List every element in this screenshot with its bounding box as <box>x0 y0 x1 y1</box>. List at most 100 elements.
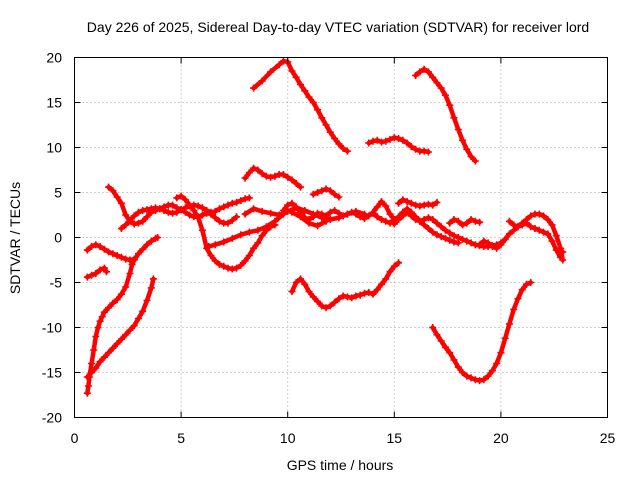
y-tick-label: -15 <box>42 365 62 381</box>
data-point <box>117 253 125 261</box>
data-point <box>271 217 279 225</box>
series-arc-21 <box>446 216 484 229</box>
data-point <box>177 206 185 214</box>
data-point <box>194 202 202 210</box>
data-point <box>510 221 518 229</box>
data-point <box>433 231 441 239</box>
data-point <box>446 349 454 357</box>
y-tick-label: 0 <box>54 230 62 246</box>
data-point <box>237 197 245 205</box>
data-point <box>267 68 275 76</box>
data-point <box>552 232 560 240</box>
y-tick-label: -20 <box>42 410 62 426</box>
data-point <box>117 199 125 207</box>
data-point <box>109 187 117 195</box>
data-point <box>169 201 177 209</box>
data-point <box>250 244 258 252</box>
data-point <box>130 255 138 263</box>
data-point <box>552 246 560 254</box>
x-tick-label: 0 <box>71 430 79 446</box>
y-tick-label: 15 <box>46 95 62 111</box>
data-point <box>407 199 415 207</box>
data-point <box>100 264 108 272</box>
chart-title: Day 226 of 2025, Sidereal Day-to-day VTE… <box>87 19 589 35</box>
data-point <box>245 228 253 236</box>
data-point <box>467 216 475 223</box>
data-point <box>484 239 492 247</box>
data-point <box>245 169 253 177</box>
data-point <box>331 135 339 142</box>
data-point <box>382 275 390 283</box>
y-tick-label: 10 <box>46 140 62 156</box>
data-point <box>301 207 309 214</box>
data-point <box>429 324 437 331</box>
data-point <box>296 208 304 216</box>
data-point <box>309 190 317 198</box>
data-point <box>92 270 100 277</box>
data-point <box>143 206 151 214</box>
data-point <box>88 360 96 367</box>
data-point <box>88 369 96 376</box>
data-point <box>224 219 232 227</box>
data-point <box>301 87 309 95</box>
data-point <box>412 201 420 209</box>
data-point <box>403 139 411 147</box>
data-point <box>437 223 445 231</box>
data-point <box>399 196 407 204</box>
data-point <box>548 221 556 229</box>
data-point <box>424 200 432 208</box>
x-tick-label: 15 <box>387 430 403 446</box>
data-point <box>352 210 360 218</box>
data-point <box>467 153 475 160</box>
data-point <box>186 211 194 219</box>
data-point <box>335 140 343 148</box>
data-point <box>262 172 270 180</box>
data-point <box>267 209 275 217</box>
data-point <box>527 212 535 220</box>
series-arc-10 <box>241 164 304 191</box>
data-point <box>463 219 471 227</box>
x-tick-labels: 0 5 10 15 20 25 <box>71 430 616 446</box>
data-point <box>365 139 373 147</box>
data-point <box>122 211 130 219</box>
data-point <box>279 171 287 178</box>
data-point <box>105 349 113 357</box>
data-point <box>514 223 522 231</box>
data-point <box>318 114 326 122</box>
data-point <box>220 238 228 246</box>
data-point <box>429 201 437 209</box>
data-point <box>88 243 96 250</box>
data-point <box>326 216 334 223</box>
data-point <box>122 255 130 263</box>
data-point <box>463 372 471 380</box>
data-point <box>258 232 266 240</box>
x-tick-label: 25 <box>600 430 616 446</box>
data-point <box>292 279 300 286</box>
data-point <box>412 216 420 223</box>
data-point <box>544 216 552 223</box>
data-point <box>326 208 334 216</box>
data-point <box>207 252 215 259</box>
data-point <box>139 245 147 253</box>
data-point <box>113 340 121 348</box>
data-point <box>390 134 398 142</box>
data-point <box>433 198 441 206</box>
data-point <box>501 235 509 243</box>
data-point <box>245 194 253 202</box>
data-point <box>433 79 441 87</box>
data-point <box>450 216 458 223</box>
data-point <box>92 333 100 340</box>
data-point <box>557 244 565 252</box>
data-point <box>395 135 403 142</box>
data-point <box>412 72 420 79</box>
data-point <box>113 252 121 259</box>
data-point <box>92 241 100 249</box>
data-point <box>215 205 223 213</box>
data-point <box>233 198 241 206</box>
data-point <box>102 268 110 276</box>
data-point <box>100 308 108 316</box>
data-point <box>215 261 223 268</box>
data-point <box>105 304 113 312</box>
data-point <box>109 344 117 352</box>
